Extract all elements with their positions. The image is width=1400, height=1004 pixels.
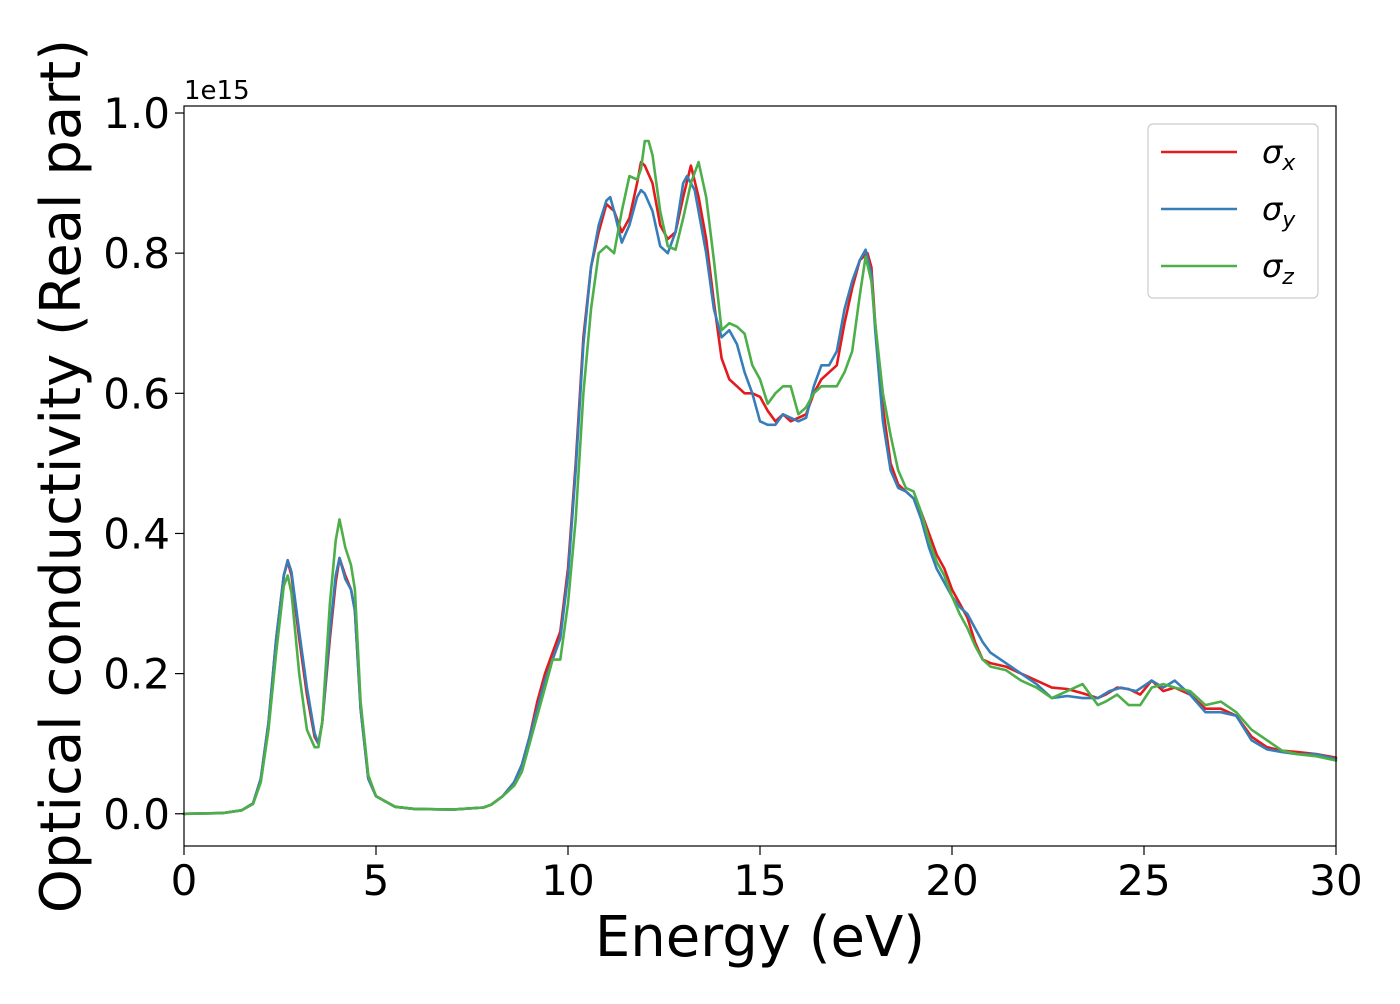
legend: σx σy σz <box>1147 123 1319 299</box>
y-axis-ticks: 0.0 0.2 0.4 0.6 0.8 1.0 <box>103 89 184 839</box>
y-scale-label: 1e15 <box>184 76 250 106</box>
x-tick-label: 30 <box>1309 856 1362 905</box>
y-tick-label: 0.4 <box>103 509 170 558</box>
y-tick-label: 1.0 <box>103 89 170 138</box>
y-tick-label: 0.6 <box>103 369 170 418</box>
x-tick-label: 15 <box>733 856 786 905</box>
y-axis-label: Optical conductivity (Real part) <box>29 39 94 913</box>
x-tick-label: 25 <box>1117 856 1170 905</box>
plot-lines <box>182 139 1338 816</box>
series-line-z <box>182 139 1338 816</box>
y-tick-label: 0.0 <box>103 790 170 839</box>
y-tick-label: 0.8 <box>103 229 170 278</box>
x-tick-label: 20 <box>925 856 978 905</box>
legend-label-x: σx <box>1262 133 1296 176</box>
legend-label-z: σz <box>1262 247 1294 290</box>
x-tick-label: 0 <box>171 856 198 905</box>
x-tick-label: 5 <box>363 856 390 905</box>
x-axis-ticks: 0 5 10 15 20 25 30 <box>171 846 1363 905</box>
series-line-y <box>182 174 1338 816</box>
x-tick-label: 10 <box>541 856 594 905</box>
x-axis-label: Energy (eV) <box>595 905 925 970</box>
legend-label-y: σy <box>1262 190 1296 233</box>
legend-frame <box>1147 123 1319 299</box>
y-tick-label: 0.2 <box>103 650 170 699</box>
